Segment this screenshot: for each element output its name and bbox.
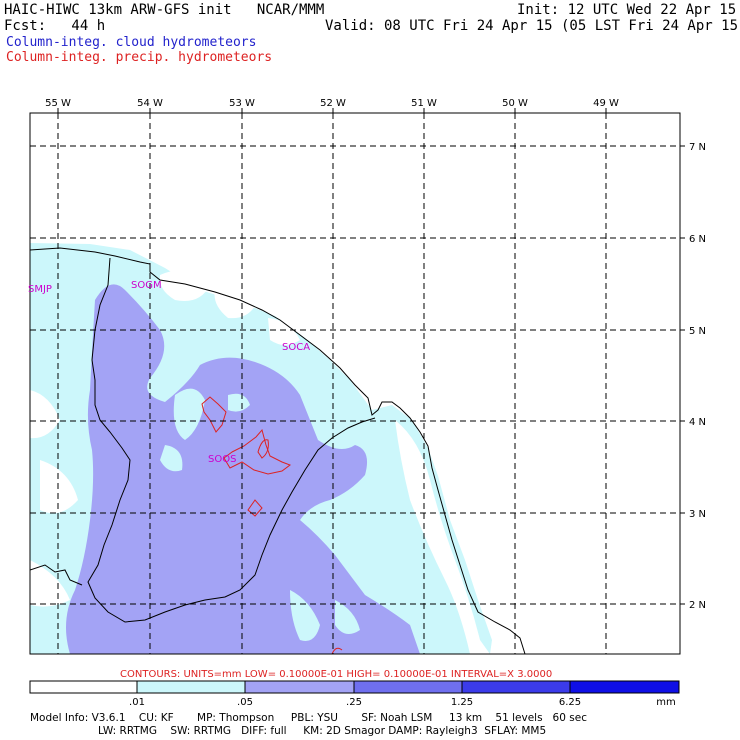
colorbar-tick: .05 <box>237 697 253 708</box>
colorbar-tick: 6.25 <box>559 697 581 708</box>
map-title: HAIC-HIWC 13km ARW-GFS init NCAR/MMM <box>4 2 325 18</box>
forecast-hour: Fcst: 44 h <box>4 18 106 34</box>
precip-field-label: Column-integ. precip. hydrometeors <box>6 50 273 65</box>
colorbar-swatch <box>29 680 138 694</box>
lat-label: 3 N <box>689 509 706 520</box>
colorbar-swatch <box>244 680 355 694</box>
colorbar-swatch <box>136 680 246 694</box>
station-label: SMJP <box>28 284 52 295</box>
station-label: SOOS <box>208 454 236 465</box>
contour-info: CONTOURS: UNITS=mm LOW= 0.10000E-01 HIGH… <box>120 669 552 680</box>
colorbar-swatch <box>461 680 571 694</box>
lon-label: 53 W <box>229 98 255 109</box>
lon-label: 50 W <box>502 98 528 109</box>
lat-label: 2 N <box>689 600 706 611</box>
lon-label: 51 W <box>411 98 437 109</box>
cloud-field-label: Column-integ. cloud hydrometeors <box>6 35 257 50</box>
lon-label: 52 W <box>320 98 346 109</box>
colorbar-tick: .01 <box>129 697 145 708</box>
lon-label: 54 W <box>137 98 163 109</box>
lat-lon-grid <box>30 113 680 654</box>
colorbar-swatch <box>569 680 680 694</box>
colorbar-tick: 1.25 <box>451 697 473 708</box>
valid-time: Valid: 08 UTC Fri 24 Apr 15 (05 LST Fri … <box>325 18 740 34</box>
map-frame <box>29 112 681 655</box>
colorbar-tick: .25 <box>346 697 362 708</box>
init-time: Init: 12 UTC Wed 22 Apr 15 <box>517 2 737 18</box>
station-label: SOCA <box>282 342 310 353</box>
model-info-line2: LW: RRTMG SW: RRTMG DIFF: full KM: 2D Sm… <box>98 725 547 737</box>
coastline <box>30 247 526 654</box>
model-info-line1: Model Info: V3.6.1 CU: KF MP: Thompson P… <box>30 712 587 724</box>
colorbar-swatch <box>353 680 463 694</box>
station-label: SOGM <box>131 280 162 291</box>
lat-label: 5 N <box>689 326 706 337</box>
colorbar-units: mm <box>656 697 675 708</box>
colorbar: .01 .05 .25 1.25 6.25 mm <box>29 680 680 708</box>
lat-label: 6 N <box>689 234 706 245</box>
lon-label: 55 W <box>45 98 71 109</box>
shaded-field <box>30 243 492 654</box>
lat-label: 4 N <box>689 417 706 428</box>
axis-ticks <box>57 108 685 605</box>
cloud-shade-medium <box>66 284 420 654</box>
lat-label: 7 N <box>689 142 706 153</box>
lon-label: 49 W <box>593 98 619 109</box>
precip-contours <box>201 396 343 655</box>
